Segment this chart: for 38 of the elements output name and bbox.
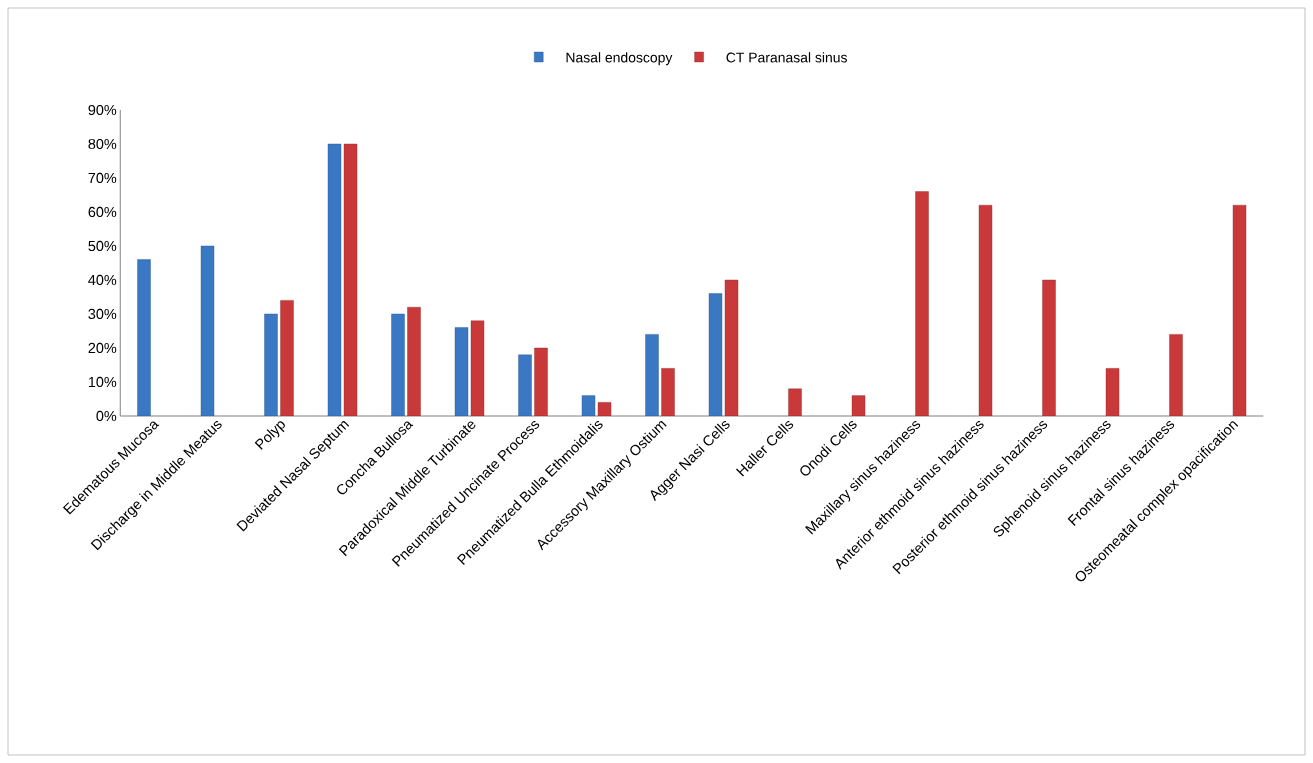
bar xyxy=(597,402,612,416)
y-tick-label: 90% xyxy=(88,104,117,116)
y-tick-label: 30% xyxy=(88,308,117,320)
bar xyxy=(1105,368,1120,416)
bar xyxy=(708,293,723,416)
bar xyxy=(327,143,342,416)
bar xyxy=(788,388,802,416)
legend-label: CT Paranasal sinus xyxy=(726,52,847,63)
y-tick-label: 60% xyxy=(88,206,117,218)
bar xyxy=(391,313,405,416)
bar xyxy=(534,347,548,416)
bar xyxy=(645,334,659,416)
bar xyxy=(454,327,469,416)
bar xyxy=(661,368,675,416)
y-tick-label: 40% xyxy=(88,274,117,286)
bar xyxy=(581,395,596,416)
bar xyxy=(343,143,358,416)
bar xyxy=(137,259,151,416)
bar xyxy=(915,191,929,416)
bar xyxy=(978,204,993,416)
bar xyxy=(1169,334,1183,416)
bar xyxy=(518,354,532,416)
bar xyxy=(1232,204,1247,416)
y-tick-label: 80% xyxy=(88,138,117,150)
y-tick-label: 50% xyxy=(88,240,117,252)
bar xyxy=(1042,279,1056,416)
bar xyxy=(470,320,485,416)
bar xyxy=(200,245,215,416)
y-tick-label: 10% xyxy=(88,376,117,388)
bar xyxy=(724,279,739,416)
y-tick-label: 70% xyxy=(88,172,117,184)
y-tick-label: 0% xyxy=(96,410,117,422)
legend-label: Nasal endoscopy xyxy=(566,52,673,66)
y-tick-label: 20% xyxy=(88,342,117,354)
bar xyxy=(851,395,866,416)
bar xyxy=(407,307,421,416)
bar xyxy=(280,300,294,416)
bar xyxy=(264,313,278,416)
